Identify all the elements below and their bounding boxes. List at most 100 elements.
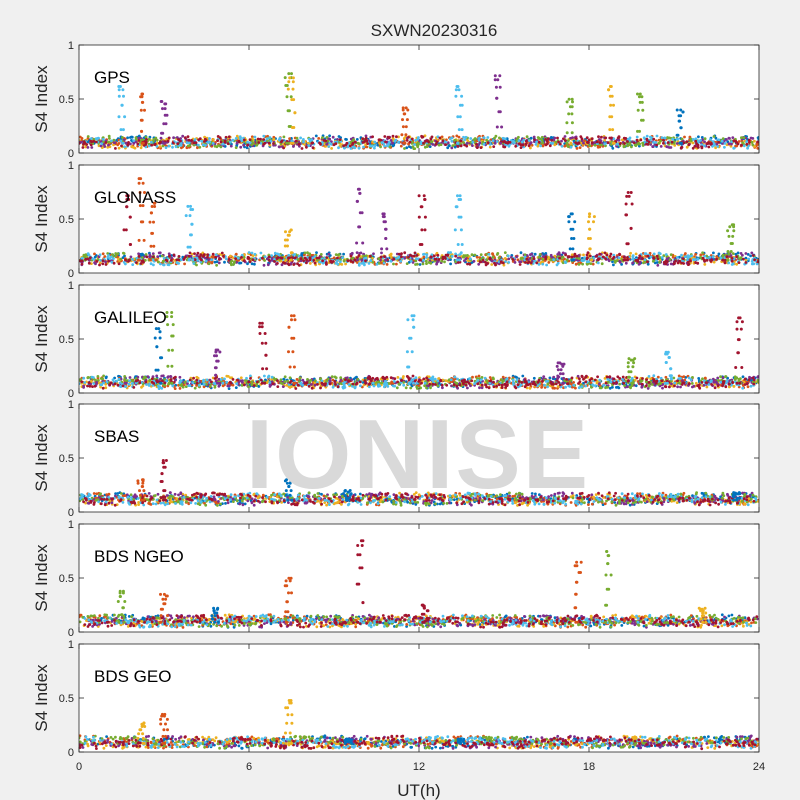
spike-point xyxy=(360,258,364,262)
data-point xyxy=(151,252,155,256)
spike-point xyxy=(571,100,574,104)
data-point xyxy=(364,143,367,147)
data-point xyxy=(208,257,211,261)
data-point xyxy=(112,141,116,145)
data-point xyxy=(324,145,327,148)
data-point xyxy=(697,377,701,380)
data-point xyxy=(503,251,507,255)
data-point xyxy=(239,145,243,149)
data-point xyxy=(491,253,495,256)
data-point xyxy=(556,261,560,265)
data-point xyxy=(656,263,660,267)
spike-point xyxy=(458,194,462,198)
data-point xyxy=(412,147,416,151)
data-point xyxy=(101,252,105,256)
spike-point xyxy=(152,244,156,248)
data-point xyxy=(166,375,170,379)
data-point xyxy=(541,262,545,266)
data-point xyxy=(194,141,198,145)
data-point xyxy=(262,138,266,141)
data-point xyxy=(742,257,745,261)
data-point xyxy=(242,255,246,259)
data-point xyxy=(288,256,292,260)
spike-point xyxy=(293,111,297,115)
data-point xyxy=(471,375,474,379)
data-point xyxy=(739,252,743,255)
spike-point xyxy=(122,94,125,98)
spike-point xyxy=(283,76,287,80)
data-point xyxy=(306,251,309,255)
data-point xyxy=(617,136,621,139)
data-point xyxy=(389,259,393,263)
data-point xyxy=(158,251,162,255)
data-point xyxy=(359,251,363,255)
data-point xyxy=(636,260,640,263)
data-point xyxy=(585,136,589,140)
data-points xyxy=(79,72,759,151)
data-point xyxy=(746,146,749,150)
data-point xyxy=(623,256,626,259)
data-point xyxy=(675,256,679,259)
spike-point xyxy=(283,244,287,248)
data-point xyxy=(617,256,621,260)
data-point xyxy=(709,138,712,141)
data-point xyxy=(303,256,307,260)
data-point xyxy=(137,255,141,258)
data-point xyxy=(253,135,257,139)
data-point xyxy=(193,138,197,141)
data-point xyxy=(558,256,561,260)
spike-point xyxy=(289,251,293,255)
data-point xyxy=(705,142,709,146)
data-point xyxy=(282,146,285,150)
data-point xyxy=(608,386,612,390)
data-point xyxy=(243,253,246,257)
spike-point xyxy=(149,211,153,215)
data-point xyxy=(535,261,539,265)
data-point xyxy=(717,252,721,256)
data-point xyxy=(104,382,108,386)
data-point xyxy=(563,257,566,261)
data-point xyxy=(691,141,695,145)
data-point xyxy=(521,143,525,147)
data-point xyxy=(110,139,113,143)
data-point xyxy=(741,375,745,379)
data-point xyxy=(693,145,697,148)
data-point xyxy=(104,141,108,144)
spike-point xyxy=(138,258,141,262)
spike-point xyxy=(163,107,167,111)
data-point xyxy=(596,261,600,265)
data-point xyxy=(315,251,318,255)
data-point xyxy=(502,263,506,267)
data-point xyxy=(516,258,520,262)
data-point xyxy=(436,253,440,257)
data-point xyxy=(435,140,439,144)
data-point xyxy=(645,142,649,146)
spike-point xyxy=(493,78,497,82)
data-point xyxy=(325,136,329,139)
spike-point xyxy=(289,95,293,99)
data-point xyxy=(250,251,254,255)
data-point xyxy=(278,145,281,149)
data-point xyxy=(591,262,595,266)
data-point xyxy=(744,261,748,264)
spike-point xyxy=(138,191,142,194)
spike-point xyxy=(285,141,289,145)
data-point xyxy=(723,142,727,145)
data-point xyxy=(626,256,629,259)
data-point xyxy=(233,260,236,263)
data-point xyxy=(593,143,597,147)
spike-point xyxy=(164,102,168,106)
data-point xyxy=(243,138,246,142)
data-point xyxy=(262,134,266,138)
data-point xyxy=(311,256,314,260)
data-point xyxy=(652,141,655,144)
data-point xyxy=(598,382,601,385)
spike-point xyxy=(287,80,291,84)
spike-point xyxy=(117,88,121,92)
data-point xyxy=(357,146,361,150)
data-point xyxy=(529,146,532,150)
data-point xyxy=(349,147,353,150)
data-point xyxy=(300,147,304,150)
data-point xyxy=(705,258,709,262)
data-point xyxy=(609,252,613,256)
